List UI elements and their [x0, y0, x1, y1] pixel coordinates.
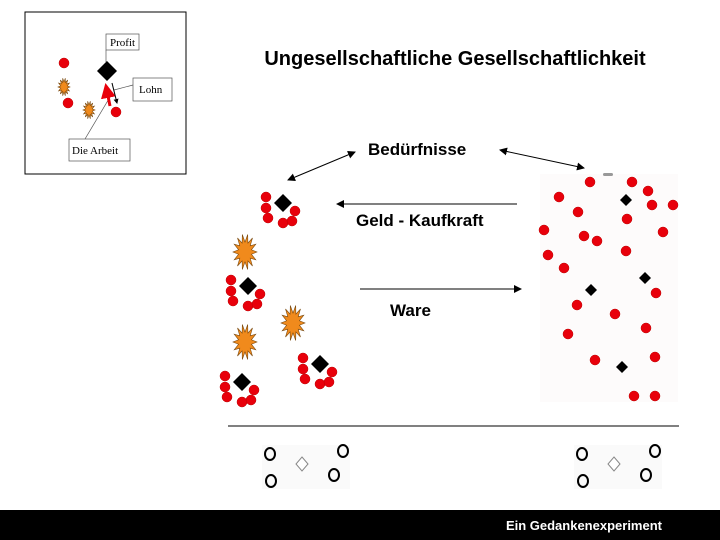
black-diamond-icon: [616, 361, 628, 373]
red-dot-icon: [562, 328, 574, 340]
labor-label: Die Arbeit: [72, 145, 118, 157]
red-dot-icon: [591, 235, 603, 247]
red-dot-icon: [621, 213, 633, 225]
hollow-diamond-icon: [607, 456, 621, 472]
red-dot-icon: [609, 308, 621, 320]
labor-box: [68, 138, 131, 162]
red-dot-icon: [538, 224, 550, 236]
explosion-icon: [280, 305, 306, 341]
red-dot-icon: [640, 322, 652, 334]
profit-label: Profit: [110, 37, 135, 49]
needs-label: Bedürfnisse: [368, 140, 466, 159]
red-dot-icon: [667, 199, 679, 211]
black-diamond-icon: [639, 272, 651, 284]
red-dot-icon: [110, 106, 122, 118]
black-diamond-icon: [585, 284, 597, 296]
inset-diagram: Profit Lohn Die Arbeit: [24, 11, 187, 175]
hollow-circle-icon: [337, 444, 349, 458]
black-diamond-icon: [620, 194, 632, 206]
hollow-circle-icon: [264, 447, 276, 461]
red-dot-icon: [277, 217, 289, 229]
black-diamond-icon: [274, 194, 292, 212]
red-dot-icon: [225, 274, 237, 286]
red-dot-icon: [649, 351, 661, 363]
wage-callout-line: [113, 84, 134, 91]
red-dot-icon: [628, 390, 640, 402]
slide-title: Ungesellschaftliche Gesellschaftlichkeit: [264, 48, 646, 70]
hollow-diamond-icon: [295, 456, 309, 472]
red-dot-icon: [227, 295, 239, 307]
footer-text: Ein Gedankenexperiment: [505, 518, 662, 533]
black-diamond-icon: [233, 373, 251, 391]
red-dot-icon: [248, 384, 260, 396]
red-dot-icon: [225, 285, 237, 297]
hollow-circle-icon: [265, 474, 277, 488]
red-dot-icon: [62, 97, 74, 109]
red-dot-icon: [649, 390, 661, 402]
red-dot-icon: [314, 378, 326, 390]
profit-box: [105, 33, 140, 51]
hollow-circle-icon: [640, 468, 652, 482]
needs-arrow-right: [499, 147, 585, 171]
hollow-circle-icon: [576, 447, 588, 461]
red-dot-icon: [578, 230, 590, 242]
red-dot-icon: [589, 354, 601, 366]
labor-callout-line: [84, 96, 111, 140]
explosion-icon: [232, 324, 258, 360]
goods-label: Ware: [390, 301, 431, 320]
red-dot-icon: [242, 300, 254, 312]
red-dot-icon: [620, 245, 632, 257]
wage-box: [132, 77, 173, 102]
red-dot-icon: [650, 287, 662, 299]
black-diamond-icon: [311, 355, 329, 373]
wage-arrow: [111, 82, 119, 104]
money-label: Geld - Kaufkraft: [356, 211, 484, 230]
explosion-icon: [232, 234, 258, 270]
red-dot-icon: [260, 191, 272, 203]
red-dot-icon: [58, 57, 70, 69]
red-dot-icon: [584, 176, 596, 188]
red-dot-icon: [254, 288, 266, 300]
red-dot-icon: [558, 262, 570, 274]
black-diamond-icon: [97, 61, 117, 81]
red-dot-icon: [260, 202, 272, 214]
red-dot-icon: [289, 205, 301, 217]
red-dot-icon: [657, 226, 669, 238]
red-dot-icon: [236, 396, 248, 408]
hollow-circle-icon: [649, 444, 661, 458]
panel-handle: [603, 173, 613, 176]
wage-label: Lohn: [139, 84, 163, 96]
red-dot-icon: [642, 185, 654, 197]
red-dot-icon: [646, 199, 658, 211]
explosion-icon: [82, 101, 96, 119]
red-dot-icon: [286, 215, 298, 227]
red-dot-icon: [245, 394, 257, 406]
red-dot-icon: [219, 370, 231, 382]
red-dot-icon: [542, 249, 554, 261]
red-dot-icon: [221, 391, 233, 403]
red-dot-icon: [297, 363, 309, 375]
needs-arrow-left: [287, 151, 356, 181]
footer-bar: Ein Gedankenexperiment: [0, 510, 720, 540]
red-dot-icon: [262, 212, 274, 224]
red-dot-icon: [323, 376, 335, 388]
red-dot-icon: [553, 191, 565, 203]
hollow-circle-icon: [577, 474, 589, 488]
red-dot-icon: [219, 381, 231, 393]
labor-arrow: [100, 83, 116, 107]
red-dot-icon: [297, 352, 309, 364]
red-dot-icon: [251, 298, 263, 310]
red-dot-icon: [626, 176, 638, 188]
black-diamond-icon: [239, 277, 257, 295]
red-dot-icon: [571, 299, 583, 311]
red-dot-icon: [572, 206, 584, 218]
explosion-icon: [57, 78, 71, 96]
red-dot-icon: [326, 366, 338, 378]
red-dot-icon: [299, 373, 311, 385]
hollow-circle-icon: [328, 468, 340, 482]
